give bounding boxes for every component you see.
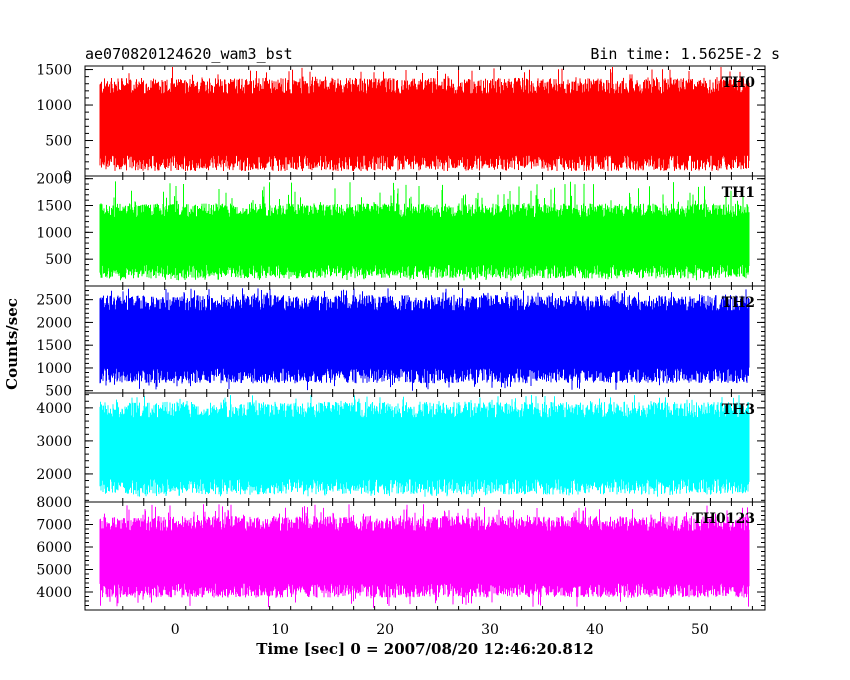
panel-label: TH2 [722,295,755,311]
x-tick-label: 50 [691,622,709,638]
y-axis-title: Counts/sec [3,298,21,390]
y-tick-label: 0 [63,169,72,185]
y-tick-label: 6000 [36,540,72,556]
y-tick-label: 8000 [36,495,72,511]
y-tick-label: 1500 [36,63,72,79]
panel-label: TH0123 [692,511,755,527]
series-core-th3 [100,417,749,480]
y-tick-label: 2000 [36,172,72,188]
x-axis: 0 10 20 30 40 50 [171,622,709,638]
series-core-th2 [100,310,749,369]
y-tick-label: 4000 [36,585,72,601]
panel-label: TH0 [722,75,756,91]
panel-th1: 500 1000 1500 2000 TH1 [36,172,766,287]
y-tick-label: 1500 [36,199,72,215]
y-tick-label: 500 [45,134,72,150]
x-tick-label: 10 [271,622,289,638]
header-bin-time: Bin time: 1.5625E-2 s [590,45,780,63]
series-core-th0123 [100,530,749,584]
y-tick-label: 2500 [36,293,72,309]
panel-th0: 0 500 1000 1500 TH0 [36,63,766,185]
y-tick-label: 2000 [36,315,72,331]
y-tick-label: 500 [45,252,72,268]
y-tick-label: 5000 [36,563,72,579]
header-title: ae070820124620_wam3_bst [85,45,293,63]
panel-th0123: 4000 5000 6000 7000 8000 TH0123 [36,495,766,611]
series-core-th0 [100,93,749,156]
panel-th2: 500 1000 1500 2000 2500 TH2 [36,285,766,400]
panel-label: TH1 [722,185,755,201]
y-tick-label: 500 [45,384,72,400]
x-tick-label: 20 [376,622,394,638]
y-tick-label: 2000 [36,467,72,483]
y-tick-label: 7000 [36,518,72,534]
y-tick-label: 1000 [36,98,72,114]
y-tick-label: 3000 [36,434,72,450]
panel-th3: 2000 3000 4000 TH3 [36,392,766,503]
y-tick-label: 1000 [36,225,72,241]
x-tick-label: 30 [481,622,499,638]
y-tick-label: 4000 [36,401,72,417]
x-axis-title: Time [sec] 0 = 2007/08/20 12:46:20.812 [256,640,593,658]
x-tick-label: 0 [171,622,180,638]
y-tick-label: 1500 [36,338,72,354]
panel-label: TH3 [722,402,755,418]
panels-group: 0 500 1000 1500 TH0 500 1000 1500 2000 TH1 500 1000… [36,63,766,611]
y-tick-label: 1000 [36,361,72,377]
series-core-th1 [100,216,749,265]
x-tick-label: 40 [586,622,604,638]
